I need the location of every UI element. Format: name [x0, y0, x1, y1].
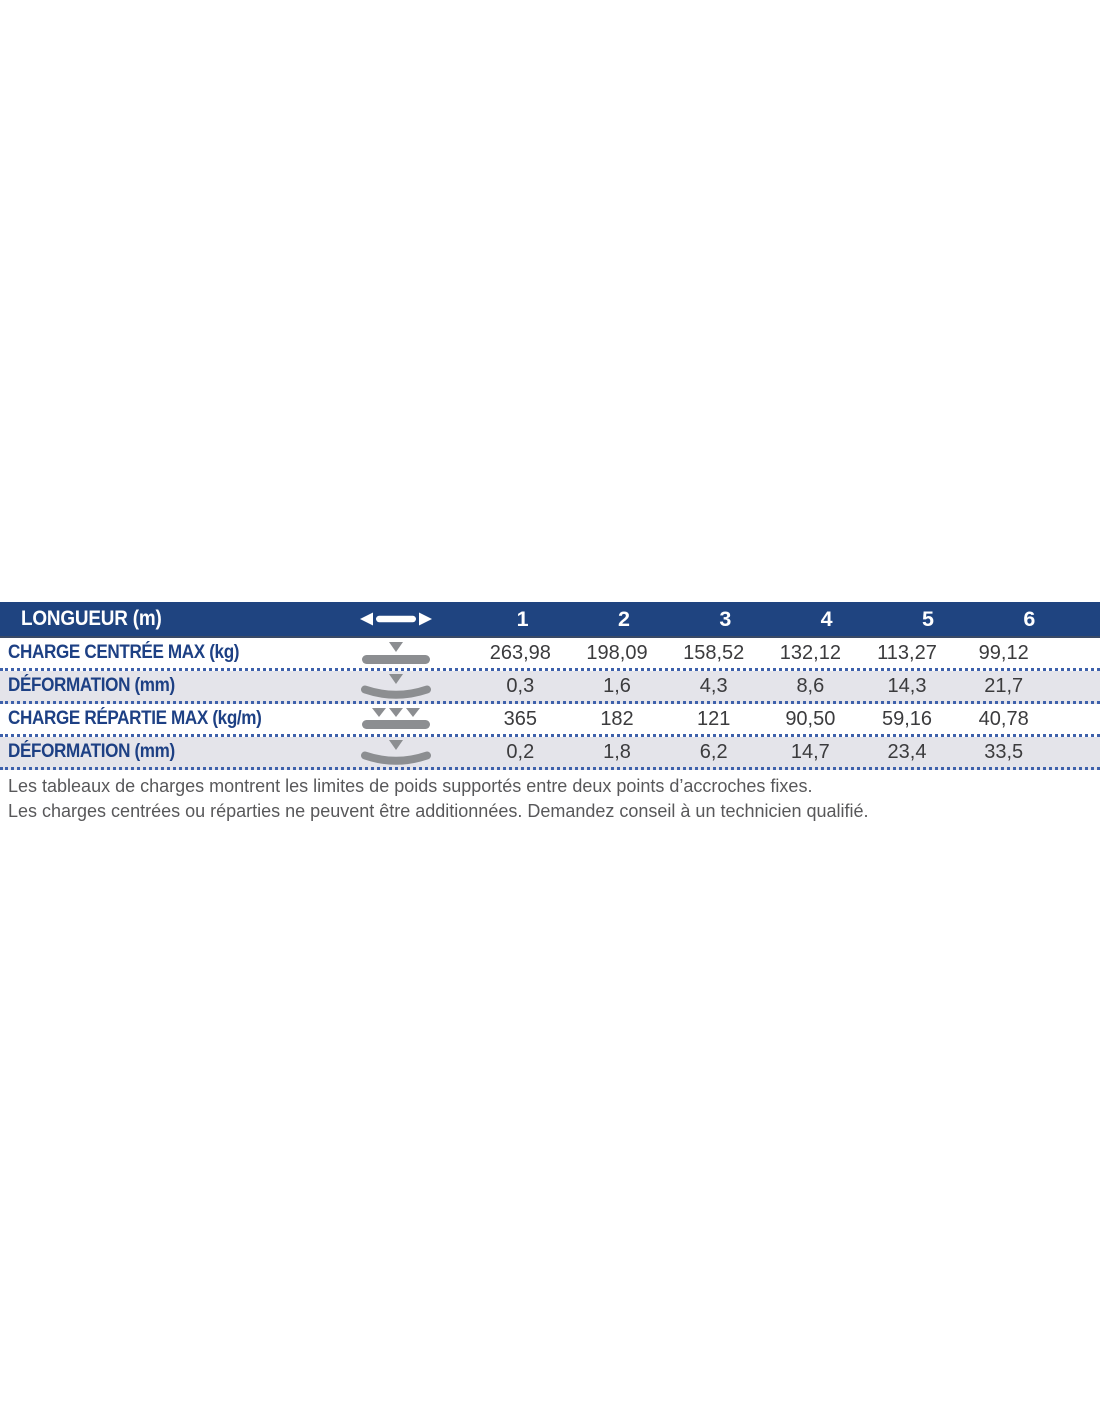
row-label: DÉFORMATION (mm) — [0, 675, 352, 697]
notes-block: Les tableaux de charges montrent les lim… — [0, 774, 1100, 824]
value-cell: 0,2 — [506, 740, 535, 763]
row-label: CHARGE CENTRÉE MAX (kg) — [0, 642, 352, 664]
column-header-3: 3 — [719, 606, 732, 631]
value-cell: 182 — [600, 707, 634, 730]
table-row-deformation-1: DÉFORMATION (mm) 0,3 1,6 4,3 8,6 14,3 21… — [0, 671, 1100, 704]
column-header-2: 2 — [618, 606, 630, 631]
value-cell: 0,3 — [506, 674, 535, 697]
value-cell: 14,3 — [887, 674, 927, 697]
row-label: DÉFORMATION (mm) — [0, 741, 352, 763]
double-arrow-icon — [352, 611, 472, 627]
column-header-1: 1 — [516, 606, 529, 631]
value-cell: 6,2 — [699, 740, 728, 763]
value-cell: 59,16 — [881, 707, 933, 730]
value-cell: 23,4 — [887, 740, 927, 763]
row-label: CHARGE RÉPARTIE MAX (kg/m) — [0, 708, 352, 730]
row-label-text: CHARGE CENTRÉE MAX (kg) — [8, 642, 240, 663]
table-title-text: LONGUEUR (m) — [21, 607, 162, 630]
table-row-charge-repartie: CHARGE RÉPARTIE MAX (kg/m) 365 182 121 9… — [0, 704, 1100, 737]
value-cell: 90,50 — [785, 707, 836, 730]
value-cell: 132,12 — [779, 641, 841, 664]
table-header-row: LONGUEUR (m) 1 2 3 4 5 6 — [0, 602, 1100, 638]
value-cell: 8,6 — [796, 674, 825, 697]
value-cell: 4,3 — [699, 674, 728, 697]
deformation-icon — [352, 739, 472, 766]
load-spec-table: LONGUEUR (m) 1 2 3 4 5 6 CHARGE CENTRÉE … — [0, 602, 1100, 770]
row-label-text: CHARGE RÉPARTIE MAX (kg/m) — [8, 708, 262, 729]
value-cell: 40,78 — [978, 707, 1029, 730]
table-row-deformation-2: DÉFORMATION (mm) 0,2 1,8 6,2 14,7 23,4 3… — [0, 737, 1100, 770]
note-line-1: Les tableaux de charges montrent les lim… — [8, 776, 813, 796]
value-cell: 1,8 — [603, 740, 631, 763]
column-header-6: 6 — [1023, 606, 1036, 631]
value-cell: 121 — [696, 707, 731, 730]
table-row-charge-centree: CHARGE CENTRÉE MAX (kg) 263,98 198,09 15… — [0, 638, 1100, 671]
value-cell: 263,98 — [489, 641, 551, 664]
value-cell: 113,27 — [877, 641, 937, 664]
value-cell: 14,7 — [790, 740, 830, 763]
value-cell: 365 — [503, 707, 538, 730]
value-cell: 158,52 — [683, 641, 745, 664]
deformation-icon — [352, 673, 472, 700]
row-label-text: DÉFORMATION (mm) — [8, 741, 175, 762]
distributed-load-icon — [352, 707, 472, 731]
table-title: LONGUEUR (m) — [0, 607, 352, 631]
value-cell: 198,09 — [586, 641, 648, 664]
value-cell: 33,5 — [984, 740, 1024, 763]
column-header-4: 4 — [820, 606, 833, 631]
note-line-2: Les charges centrées ou réparties ne peu… — [8, 801, 869, 821]
value-cell: 1,6 — [603, 674, 631, 697]
value-cell: 21,7 — [984, 674, 1024, 697]
value-cell: 99,12 — [978, 641, 1029, 664]
centered-load-icon — [352, 641, 472, 665]
column-header-5: 5 — [921, 606, 934, 631]
row-label-text: DÉFORMATION (mm) — [8, 675, 175, 696]
